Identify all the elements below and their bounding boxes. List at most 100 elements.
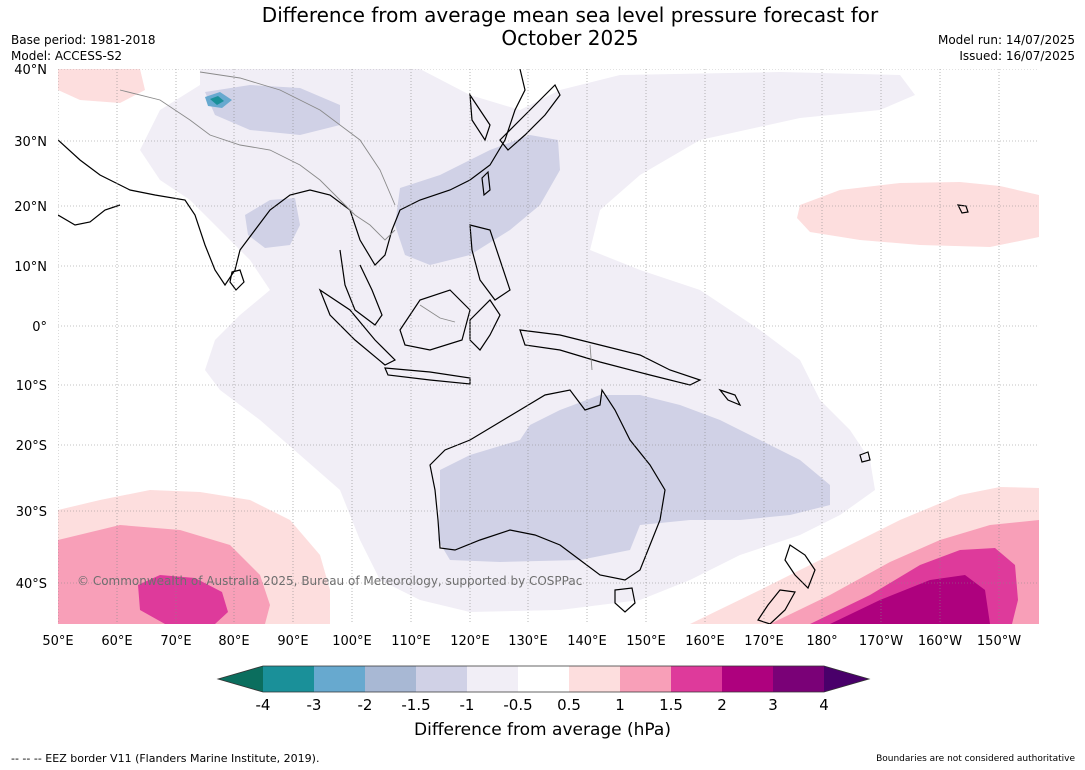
colorbar-tick: 1 (615, 696, 625, 714)
copyright-notice: © Commonwealth of Australia 2025, Bureau… (77, 574, 583, 588)
colorbar-segment (314, 666, 365, 692)
border-china (199, 71, 396, 206)
lon-label: 100°E (332, 634, 372, 649)
anomaly-region-arabia (58, 69, 145, 103)
lon-label: 170°E (744, 634, 784, 649)
coast-tasmania (614, 587, 636, 613)
colorbar-segments (216, 665, 871, 693)
title-line-1: Difference from average mean sea level p… (261, 3, 879, 27)
colorbar-tick: -0.5 (503, 696, 532, 714)
colorbar-tick: 4 (819, 696, 829, 714)
lon-label: 70°E (160, 634, 191, 649)
model-run-text: Model run: 14/07/2025 (937, 33, 1075, 47)
coast-arabia (58, 204, 121, 226)
coast-australia (429, 388, 666, 581)
colorbar-extend-low (218, 666, 263, 692)
meta-left: Base period: 1981-2018 Model: ACCESS-S2 (11, 32, 156, 64)
lon-label: 80°E (218, 634, 249, 649)
lon-label: 130°E (508, 634, 548, 649)
colorbar-segment (416, 666, 467, 692)
lat-label: 0° (32, 320, 47, 335)
colorbar-segment (671, 666, 722, 692)
lat-label: 30°S (16, 505, 47, 520)
lat-label: 20°N (14, 200, 47, 215)
colorbar-tick: 0.5 (557, 696, 581, 714)
coast-korea (469, 92, 491, 142)
lon-label: 180° (806, 634, 837, 649)
coast-new-zealand-south (757, 589, 796, 624)
lon-label: 150°W (977, 634, 1021, 649)
anomaly-region-southwest-core (138, 575, 228, 624)
colorbar-segment (365, 666, 416, 692)
coast-solomons (718, 388, 742, 407)
colorbar-tick: -1.5 (401, 696, 430, 714)
longitude-labels: 50°E 60°E 70°E 80°E 90°E 100°E 110°E 120… (42, 634, 1021, 649)
colorbar-segment (773, 666, 824, 692)
borders (119, 71, 593, 371)
lat-label: 30°N (14, 135, 47, 150)
colorbar-tick: 1.5 (659, 696, 683, 714)
graticule (58, 69, 1039, 624)
lon-label: 120°E (450, 634, 490, 649)
meta-right: Model run: 14/07/2025 Issued: 16/07/2025 (938, 32, 1075, 64)
lat-label: 20°S (16, 439, 47, 454)
colorbar-extend-high (824, 666, 869, 692)
colorbar-segment (467, 666, 518, 692)
title-line-2: October 2025 (501, 26, 639, 50)
anomaly-region-south-china-sea (395, 135, 560, 265)
map-title: Difference from average mean sea level p… (0, 4, 1085, 50)
colorbar-tick: -3 (307, 696, 322, 714)
lat-label: 10°S (16, 379, 47, 394)
colorbar-segment (620, 666, 671, 692)
colorbar-segment (263, 666, 314, 692)
model-text: Model: ACCESS-S2 (11, 49, 123, 63)
lon-label: 150°E (626, 634, 666, 649)
coast-sumatra (318, 288, 397, 366)
anomaly-region-bay-of-bengal (245, 198, 300, 248)
anomaly-fields (58, 69, 1039, 624)
anomaly-region-australia (438, 395, 830, 562)
border-png (589, 344, 593, 371)
lon-label: 160°E (685, 634, 725, 649)
lon-label: 50°E (42, 634, 73, 649)
lat-label: 10°N (14, 260, 47, 275)
coast-sri-lanka (229, 269, 245, 291)
colorbar-segment (722, 666, 773, 692)
lon-label: 170°W (859, 634, 903, 649)
anomaly-region-southeast-core (830, 575, 990, 624)
coast-new-guinea (519, 329, 702, 386)
lon-label: 160°W (918, 634, 962, 649)
border-borneo (419, 304, 456, 323)
pressure-anomaly-map: 40°N 30°N 20°N 10°N 0° 10°S 20°S 30°S 40… (14, 63, 1039, 649)
border-india (119, 89, 341, 201)
coast-taiwan (481, 170, 491, 197)
colorbar-segment (569, 666, 620, 692)
lon-label: 90°E (277, 634, 308, 649)
anomaly-region-himalaya (205, 85, 340, 135)
coast-fiji (859, 451, 871, 463)
colorbar-tick: -2 (358, 696, 373, 714)
colorbar-segment (518, 666, 569, 692)
boundaries-disclaimer: Boundaries are not considered authoritat… (876, 754, 1075, 764)
base-period-text: Base period: 1981-2018 (11, 33, 156, 47)
coast-japan (499, 83, 561, 151)
colorbar-outline (216, 665, 871, 693)
coast-new-zealand-north (784, 544, 816, 590)
lat-label: 40°S (16, 577, 47, 592)
colorbar-tick: 3 (768, 696, 778, 714)
lon-label: 110°E (391, 634, 431, 649)
colorbar-tick: -4 (256, 696, 271, 714)
border-indochina (339, 199, 396, 241)
latitude-labels: 40°N 30°N 20°N 10°N 0° 10°S 20°S 30°S 40… (14, 63, 47, 592)
coast-malay-peninsula (339, 249, 383, 326)
coast-hawaii (956, 204, 969, 214)
colorbar-tick: -1 (460, 696, 475, 714)
issued-text: Issued: 16/07/2025 (959, 49, 1075, 63)
colorbar-tick: 2 (717, 696, 727, 714)
eez-border-legend: -- -- -- EEZ border V11 (Flanders Marine… (11, 752, 320, 765)
coast-philippines (469, 224, 511, 301)
anomaly-region-himalaya-core (210, 96, 224, 105)
colorbar-tick-labels: -4 -3 -2 -1.5 -1 -0.5 0.5 1 1.5 2 3 4 (256, 696, 829, 714)
anomaly-region-central-pacific (797, 182, 1039, 247)
lon-label: 140°E (567, 634, 607, 649)
